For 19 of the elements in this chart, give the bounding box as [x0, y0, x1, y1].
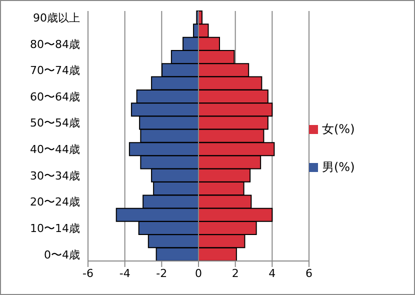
- x-tick-label: -2: [156, 266, 168, 280]
- y-tick-label: 50〜54歳: [30, 116, 80, 130]
- x-tick-label: -4: [119, 266, 130, 280]
- x-tick-label: 4: [268, 266, 276, 280]
- y-tick-label: 20〜24歳: [30, 196, 80, 209]
- y-tick-label: 60〜64歳: [30, 90, 80, 104]
- x-tick-label: -6: [82, 266, 94, 280]
- x-tick-label: 2: [232, 266, 239, 280]
- y-tick-label: 40〜44歳: [30, 143, 80, 156]
- y-tick-label: 0〜4歳: [44, 248, 80, 262]
- y-tick-label: 90歳以上: [33, 11, 80, 24]
- y-tick-label: 30〜34歳: [30, 169, 80, 182]
- x-tick-label: 6: [306, 266, 312, 280]
- y-tick-label: 10〜14歳: [30, 222, 80, 236]
- y-tick-label: 80〜84歳: [30, 38, 80, 51]
- legend-label: 男(%): [322, 160, 355, 174]
- legend-label: 女(%): [322, 122, 355, 136]
- y-tick-label: 70〜74歳: [30, 64, 80, 78]
- x-tick-label: 0: [195, 266, 202, 280]
